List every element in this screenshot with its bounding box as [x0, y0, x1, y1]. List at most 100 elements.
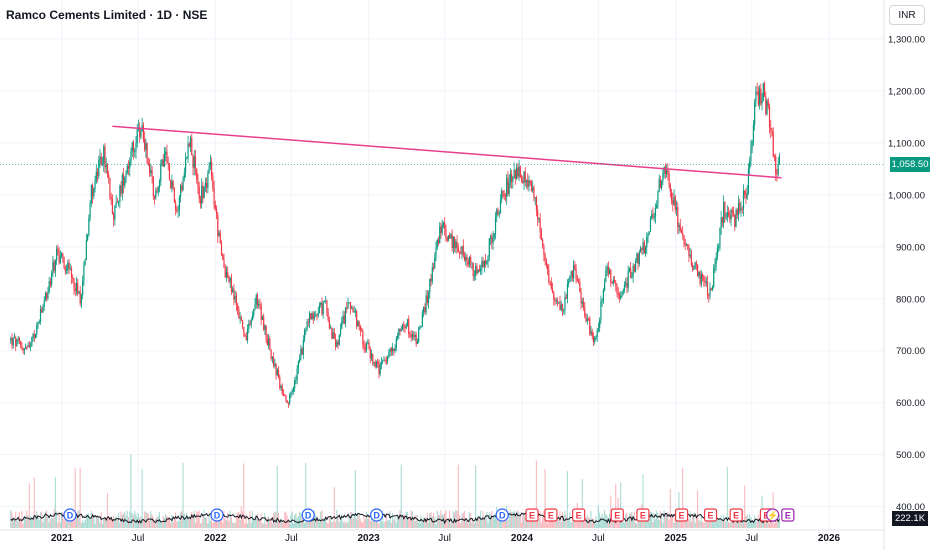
- earnings-marker[interactable]: E: [636, 508, 650, 522]
- volume-bar: [569, 511, 571, 528]
- volume-bar: [162, 515, 164, 528]
- volume-bar: [630, 513, 632, 528]
- candle-body: [390, 348, 392, 352]
- candle-body: [357, 321, 359, 327]
- candle-body: [762, 83, 764, 101]
- candle-body: [59, 256, 61, 263]
- volume-bar: [93, 514, 95, 528]
- volume-bar: [68, 518, 70, 528]
- candle-body: [584, 307, 586, 317]
- candle-body: [656, 204, 658, 208]
- volume-bar: [370, 516, 373, 528]
- dividend-marker[interactable]: D: [495, 508, 509, 522]
- dividend-marker[interactable]: D: [210, 508, 224, 522]
- candle-body: [644, 247, 647, 254]
- volume-bar: [244, 523, 246, 528]
- volume-bar: [456, 510, 458, 528]
- earnings-marker[interactable]: E: [781, 508, 795, 522]
- candle-body: [356, 311, 358, 327]
- dividend-marker[interactable]: D: [63, 508, 77, 522]
- volume-bar: [571, 521, 573, 528]
- candle-body: [227, 272, 229, 277]
- earnings-marker[interactable]: E: [610, 508, 624, 522]
- candle-body: [78, 291, 80, 294]
- earnings-marker[interactable]: E: [572, 508, 586, 522]
- volume-bar: [333, 487, 335, 528]
- volume-bar: [365, 511, 368, 528]
- volume-bar: [517, 510, 519, 528]
- volume-bar: [132, 515, 134, 528]
- split-marker[interactable]: ⚡: [766, 508, 780, 522]
- candle-body: [581, 301, 583, 304]
- volume-bar: [259, 520, 261, 528]
- volume-bar: [239, 519, 241, 528]
- earnings-marker[interactable]: E: [525, 508, 539, 522]
- volume-bar: [777, 522, 779, 528]
- time-tick-label: 2024: [511, 533, 534, 544]
- earnings-marker[interactable]: E: [674, 508, 689, 522]
- candle-body: [150, 170, 152, 174]
- volume-bar: [183, 513, 185, 528]
- volume-bar: [137, 513, 139, 528]
- candle-body: [124, 177, 126, 186]
- earnings-marker[interactable]: E: [544, 508, 558, 522]
- candle-body: [80, 294, 83, 304]
- price-tick-label: 1,200.00: [888, 86, 925, 97]
- candle-body: [489, 236, 492, 239]
- candle-body: [197, 179, 199, 187]
- volume-bar: [181, 510, 183, 528]
- candle-body: [746, 192, 748, 198]
- volume-bar: [255, 514, 257, 528]
- volume-bar: [690, 521, 692, 528]
- volume-average-layer: [10, 512, 780, 525]
- price-axis[interactable]: 1,300.00 1,200.00 1,100.00 1,000.00 900.00 80…: [883, 0, 925, 550]
- volume-bar: [104, 517, 106, 528]
- candle-body: [315, 314, 317, 317]
- candle-body: [83, 265, 85, 282]
- candle-body: [520, 177, 523, 181]
- candle-body: [295, 379, 297, 381]
- candle-body: [409, 334, 411, 336]
- trendline-layer[interactable]: [112, 125, 782, 179]
- volume-bar: [191, 511, 193, 528]
- candle-body: [306, 321, 308, 330]
- candle-body: [175, 202, 177, 211]
- candle-body: [542, 239, 544, 246]
- candle-body: [51, 272, 53, 285]
- candle-body: [307, 321, 309, 323]
- volume-bar: [423, 517, 425, 528]
- volume-bar: [320, 511, 322, 528]
- volume-bar: [709, 516, 711, 528]
- candle-body: [184, 158, 187, 173]
- candle-body: [725, 217, 727, 219]
- volume-bar: [275, 512, 277, 528]
- volume-bar: [532, 518, 534, 528]
- earnings-marker[interactable]: E: [703, 508, 718, 522]
- volume-bar: [331, 522, 333, 528]
- volume-bar: [161, 523, 163, 528]
- currency-button[interactable]: INR: [889, 5, 925, 25]
- candle-body: [445, 228, 447, 238]
- volume-bar: [477, 515, 479, 528]
- candle-body: [728, 212, 730, 216]
- candle-body: [170, 179, 172, 189]
- candle-body: [431, 267, 433, 282]
- volume-bar: [120, 511, 122, 528]
- earnings-marker[interactable]: E: [729, 508, 743, 522]
- time-axis[interactable]: 2021 Jul 2022 Jul 2023 Jul 2024 Jul 2025 Jul 2026: [0, 529, 884, 544]
- candle-body: [632, 265, 634, 277]
- candle-body: [420, 326, 422, 328]
- volume-bar: [42, 522, 44, 528]
- candle-body: [176, 210, 178, 212]
- event-markers[interactable]: DDDDDEEEEEEEEE⚡E: [63, 508, 795, 522]
- candle-body: [384, 360, 386, 362]
- candle-body: [388, 351, 390, 358]
- volume-bar: [618, 519, 620, 528]
- dividend-marker[interactable]: D: [370, 508, 384, 522]
- candle-body: [739, 202, 741, 211]
- volume-bar: [682, 467, 684, 528]
- resistance-trendline[interactable]: [112, 125, 782, 179]
- dividend-marker[interactable]: D: [301, 508, 315, 522]
- candle-body: [259, 304, 261, 306]
